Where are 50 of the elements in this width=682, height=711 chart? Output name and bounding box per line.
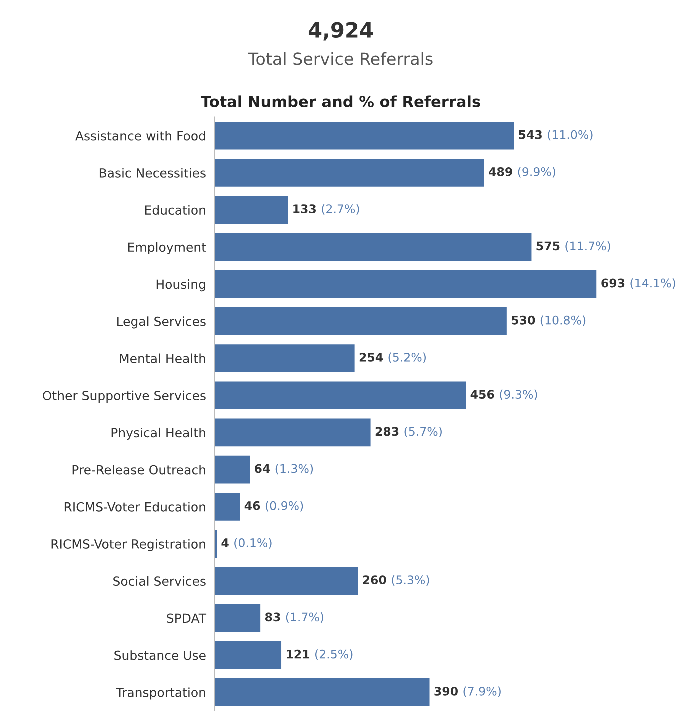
bar: [214, 233, 532, 262]
chart-title: Total Number and % of Referrals: [200, 96, 480, 108]
bar: [214, 418, 371, 447]
data-label: 83 (1.7%): [265, 612, 324, 624]
text: 4,924: [308, 22, 373, 41]
y-tick-label: SPDAT: [167, 614, 207, 624]
y-tick-label: Housing: [156, 280, 206, 292]
bar: [214, 196, 288, 224]
y-tick-label: Basic Necessities: [100, 168, 206, 178]
bar: [214, 122, 514, 150]
bar: [214, 307, 507, 336]
text: Total Service Referrals: [248, 52, 433, 66]
y-tick-label: RICMS-Voter Education: [64, 502, 206, 512]
y-tick-label: Transportation: [116, 688, 206, 700]
data-label: 121 (2.5%): [287, 650, 353, 660]
data-label: 530 (10.8%): [512, 316, 586, 326]
data-label: 390 (7.9%): [434, 686, 501, 698]
y-tick-label: Employment: [128, 242, 206, 255]
data-label: 260 (5.3%): [363, 575, 430, 586]
data-label: 254 (5.2%): [360, 352, 426, 364]
data-label: 133 (2.7%): [294, 204, 360, 215]
data-label: 693 (14.1%): [602, 278, 676, 290]
data-label: 283 (5.7%): [376, 427, 442, 438]
data-label: 543 (11.0%): [519, 130, 593, 141]
bar: [214, 344, 355, 372]
y-tick-label: Assistance with Food: [76, 131, 206, 141]
y-tick-label: Legal Services: [118, 316, 206, 329]
y-tick-label: Physical Health: [112, 428, 206, 440]
y-tick-label: Mental Health: [120, 354, 206, 364]
bar: [214, 678, 430, 706]
bar: [214, 604, 261, 632]
data-label: 46 (0.9%): [244, 501, 304, 512]
y-tick-label: Education: [145, 205, 206, 216]
data-label: 4 (0.1%): [222, 538, 272, 549]
bar: [214, 493, 240, 521]
y-tick-label: Substance Use: [114, 650, 206, 660]
bar: [214, 159, 484, 187]
data-label: 64 (1.3%): [255, 464, 314, 475]
data-label: 575 (11.7%): [536, 241, 610, 252]
bar: [214, 456, 250, 484]
bar: [214, 567, 358, 596]
bar: [214, 382, 466, 410]
data-label: 456 (9.3%): [470, 390, 538, 400]
bar: [214, 270, 597, 298]
y-tick-label: Pre-Release Outreach: [72, 465, 206, 475]
y-tick-label: Social Services: [114, 576, 206, 586]
y-tick-label: RICMS-Voter Registration: [52, 539, 206, 552]
bar: [214, 641, 282, 670]
y-tick-label: Other Supportive Services: [43, 390, 206, 403]
data-label: 489 (9.9%): [489, 167, 556, 178]
